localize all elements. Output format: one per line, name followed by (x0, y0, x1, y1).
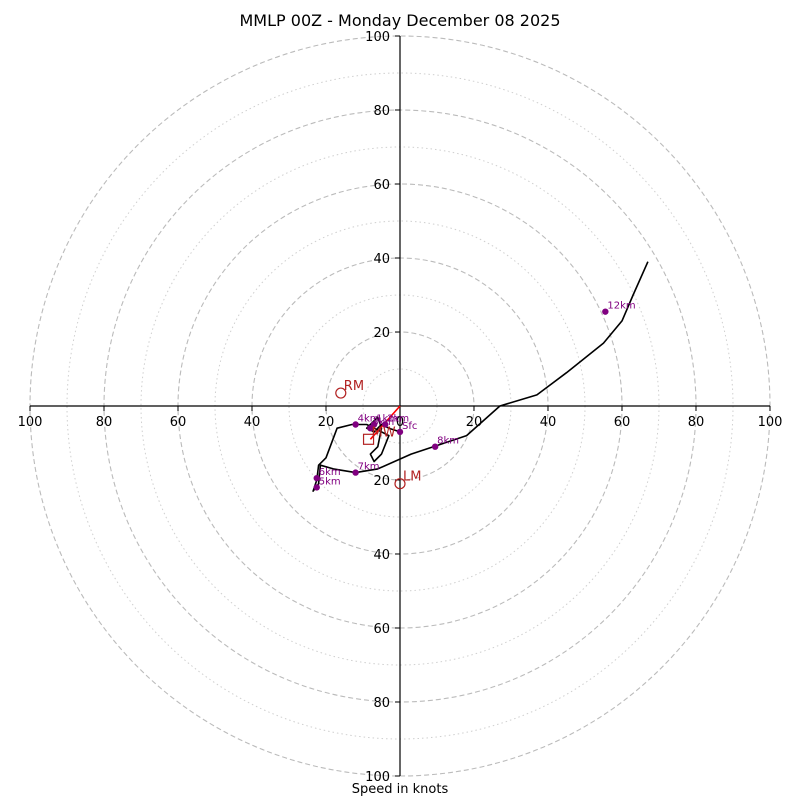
height-point-8km (431, 443, 439, 450)
y-tick-label: 40 (373, 548, 390, 563)
storm-motion-markers: RM LM MW (335, 379, 421, 490)
x-tick-label: 20 (318, 415, 335, 430)
height-label-1km: 1km (376, 414, 398, 425)
mean-wind-marker (362, 433, 375, 445)
height-label-12km: 12km (607, 301, 635, 312)
chart-title: MMLP 00Z - Monday December 08 2025 (239, 11, 561, 30)
y-tick-label: 20 (373, 474, 390, 489)
height-label-3km: 3km (372, 417, 394, 428)
y-tick-label: 20 (373, 326, 390, 341)
height-point-3km (367, 425, 374, 432)
rm-label: RM (344, 379, 364, 394)
y-tick-label: 100 (365, 770, 390, 785)
x-tick-label: 100 (758, 415, 783, 430)
y-tick-label: 100 (365, 30, 390, 45)
x-axis-label: Speed in knots (351, 782, 449, 797)
height-label-8km: 8km (437, 436, 459, 447)
x-tick-label: 40 (244, 415, 261, 430)
y-tick-label: 80 (373, 104, 390, 119)
height-point-2km (382, 421, 389, 428)
y-tick-label: 60 (373, 622, 390, 637)
x-tick-label: 20 (466, 415, 483, 430)
x-tick-label: 40 (540, 415, 557, 430)
lm-label: LM (403, 470, 421, 485)
height-point-6km (313, 474, 320, 482)
height-label-2km: 2km (387, 414, 409, 425)
x-tick-label: 100 (18, 415, 43, 430)
height-point-7km (352, 469, 359, 476)
height-label-6km: 6km (319, 467, 341, 478)
wind-trace (312, 261, 649, 492)
x-tick-label: 60 (614, 415, 631, 430)
x-tick-label: 80 (96, 415, 113, 430)
mw-label: MW (372, 425, 396, 440)
tick-labels: 100 80 60 40 20 0 20 40 60 80 100 100 80 60 40 20 20 40 60… (18, 30, 783, 785)
height-label-5km: 5km (319, 476, 341, 487)
height-label-Sfc: Sfc (402, 421, 417, 432)
height-label-7km: 7km (358, 462, 380, 473)
height-point-Sfc (396, 428, 404, 436)
y-tick-label: 80 (373, 696, 390, 711)
y-tick-label: 40 (373, 252, 390, 267)
rm-marker (335, 387, 347, 399)
x-tick-label: 60 (170, 415, 187, 430)
height-label-4km: 4km (358, 414, 380, 425)
x-tick-label: 0 (396, 415, 404, 430)
height-point-5km (313, 484, 320, 491)
height-point-4km (352, 421, 359, 428)
y-tick-label: 60 (373, 178, 390, 193)
x-tick-label: 80 (688, 415, 705, 430)
height-point-12km (602, 308, 609, 315)
lm-marker (394, 478, 406, 490)
hodograph-line (312, 261, 649, 492)
